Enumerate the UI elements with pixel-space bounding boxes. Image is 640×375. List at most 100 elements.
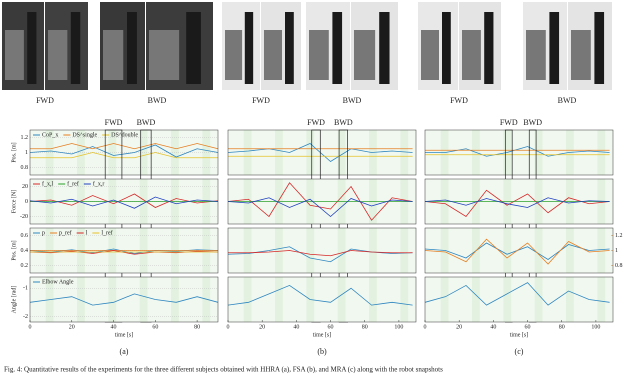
band [534, 228, 543, 273]
legend-label: DS^double [111, 132, 138, 138]
plot-frame [29, 129, 219, 176]
x-tick-label: 40 [490, 324, 496, 330]
robot-shape [264, 30, 282, 80]
series-line [29, 293, 219, 306]
person-shape [27, 12, 37, 84]
x-tick-label: 0 [424, 324, 427, 330]
band [597, 228, 606, 273]
legend-label: l_ref [101, 229, 112, 236]
robot-shape [103, 30, 124, 80]
band [77, 277, 85, 322]
band [369, 228, 377, 273]
phase-label: FWD [307, 118, 325, 127]
y-axis-label: Angle [rad] [11, 286, 17, 314]
panel-label: (c) [515, 347, 524, 356]
series-line [424, 197, 610, 208]
person-shape [379, 12, 390, 84]
plot-area [425, 130, 613, 175]
band [503, 277, 512, 322]
photo-label: FWD [450, 96, 468, 105]
photo-label: BWD [343, 96, 362, 105]
y-tick-label: -20 [20, 214, 28, 220]
series-line [30, 143, 219, 150]
band [566, 277, 574, 322]
legend-label: f_x,r [93, 180, 105, 187]
series-line [30, 152, 218, 159]
robot-shape [571, 30, 591, 80]
band [306, 130, 315, 175]
photo-label: BWD [558, 96, 577, 105]
phase-label: BWD [523, 118, 542, 127]
caption: Fig. 4: Quantitative results of the expe… [4, 366, 443, 374]
robot-shape [149, 30, 180, 80]
series-line [29, 144, 219, 158]
y-axis-label: Pos. [m] [11, 142, 17, 162]
robot-shape [5, 30, 24, 80]
x-tick-label: 60 [328, 324, 334, 330]
band [45, 130, 54, 175]
y-axis-label: Force [N] [11, 190, 17, 214]
photo-label: FWD [36, 96, 54, 105]
plot-frame [227, 129, 417, 176]
x-tick-label: 40 [293, 324, 299, 330]
y-tick-label: -2 [23, 314, 28, 320]
robot-shape [526, 30, 546, 80]
plot-area [228, 277, 416, 322]
robot-shape [48, 30, 68, 80]
band [472, 277, 480, 322]
band [400, 277, 409, 322]
y-axis-label: Pos. [m] [11, 240, 17, 260]
band [275, 130, 283, 175]
y-tick-label: -1 [23, 286, 28, 292]
robot-shape [309, 30, 329, 80]
legend-label: DS^single [72, 132, 97, 138]
x-tick-label: 0 [29, 324, 32, 330]
band [400, 130, 409, 175]
band [171, 277, 179, 322]
robot-shape [225, 30, 243, 80]
plot-frame [424, 276, 614, 323]
x-tick-label: 60 [152, 324, 158, 330]
legend-label: Elbow Angle [42, 279, 74, 285]
x-tick-label: 80 [559, 324, 565, 330]
series-line [228, 250, 413, 257]
phase-label: BWD [334, 118, 353, 127]
y-tick-label: 20 [22, 184, 28, 190]
panel-label: (b) [317, 347, 327, 356]
series-line [424, 189, 610, 218]
band [275, 228, 283, 273]
y-tick-label: 1 [25, 150, 28, 156]
person-shape [244, 12, 254, 84]
legend-label: p [42, 230, 45, 236]
plot-area [425, 277, 613, 322]
band [243, 228, 252, 273]
series-line [227, 182, 413, 221]
plot-frame [29, 276, 219, 323]
plot-frame [227, 178, 417, 225]
x-tick-label: 40 [111, 324, 117, 330]
series-line [29, 193, 219, 208]
band [534, 130, 543, 175]
legend-label: CoP_x [42, 132, 58, 138]
x-axis-label: time [s] [313, 332, 332, 338]
plot-area [228, 228, 416, 273]
band [306, 228, 315, 273]
person-shape [285, 12, 294, 84]
band [566, 228, 574, 273]
band [337, 228, 346, 273]
person-shape [549, 12, 560, 84]
robot-shape [462, 30, 481, 80]
x-tick-label: 0 [227, 324, 230, 330]
y-tick-label: 0.8 [21, 165, 29, 171]
x-axis-label: time [s] [510, 332, 529, 338]
x-tick-label: 60 [525, 324, 531, 330]
person-shape [70, 12, 81, 84]
band [597, 277, 606, 322]
band [337, 130, 346, 175]
series-line [227, 284, 413, 306]
y-tick-label: 0.4 [21, 248, 29, 254]
photos [2, 2, 612, 90]
band [243, 130, 252, 175]
band [503, 228, 512, 273]
